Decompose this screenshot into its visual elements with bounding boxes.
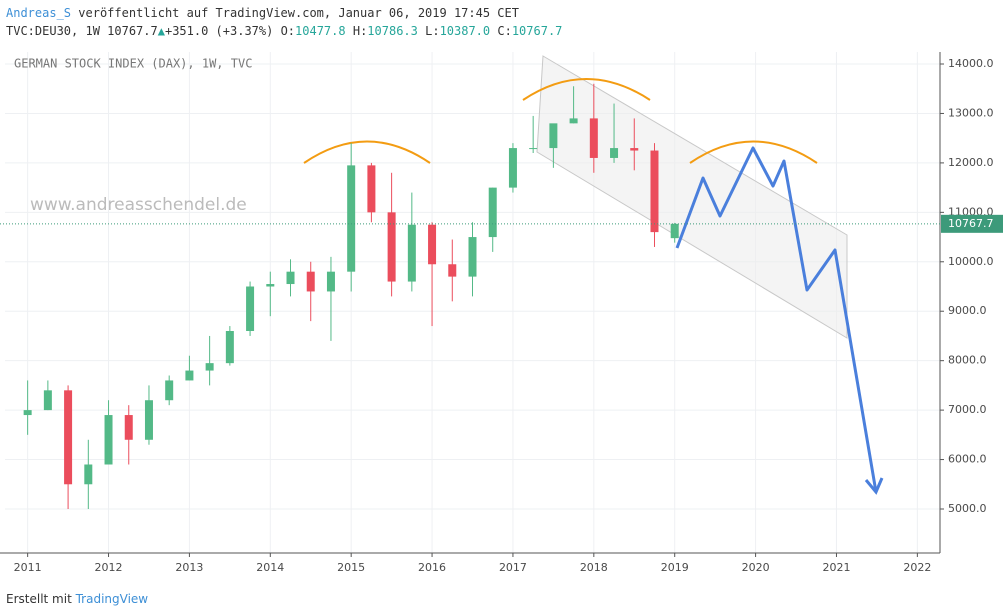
ohlc-label: O: [280,24,296,38]
ohlc-label: C: [497,24,512,38]
published: veröffentlicht auf TradingView.com, Janu… [78,6,519,20]
x-tick-label: 2020 [742,561,770,574]
arc [303,140,431,164]
y-tick-label: 5000.0 [948,502,987,515]
candle-body [508,148,517,188]
plot: 5000.06000.07000.08000.09000.010000.0110… [0,52,1003,574]
y-tick-label: 9000.0 [948,304,987,317]
x-tick-label: 2015 [337,561,365,574]
y-tick-label: 14000.0 [948,57,994,70]
footer-text: Erstellt mit [6,592,72,606]
ohlc-value: 10767.7 [511,24,563,38]
candle-body [205,363,214,371]
ohlc-label: L: [425,24,440,38]
candle-body [610,148,619,158]
x-tick-label: 2018 [580,561,608,574]
x-tick-label: 2012 [95,561,123,574]
last-price-label: 10767.7 [948,217,994,230]
candle-body [225,331,234,364]
x-tick-label: 2016 [418,561,446,574]
symbol: TVC:DEU30, 1W [6,24,100,38]
ohlc-value: 10786.3 [367,24,418,38]
brand[interactable]: TradingView [75,592,149,606]
candle-body [488,187,497,238]
candle-body [306,271,315,292]
candle-body [529,148,538,150]
author[interactable]: Andreas_S [6,6,72,20]
candle-body [367,165,376,213]
x-tick-label: 2022 [903,561,931,574]
x-tick-label: 2011 [14,561,42,574]
candle-body [144,400,153,440]
header: Andreas_S veröffentlicht auf TradingView… [6,6,519,20]
ohlc-label: H: [352,24,368,38]
candle-body [286,271,295,285]
candle-body [124,415,133,440]
candle-body [246,286,255,332]
y-tick-label: 13000.0 [948,106,994,119]
candle-body [407,224,416,282]
change: +351.0 (+3.37%) [164,24,274,38]
x-tick-label: 2021 [822,561,850,574]
candle-body [448,264,457,277]
watermark: www.andreasschendel.de [30,195,247,215]
candle-body [387,212,396,282]
x-tick-label: 2019 [661,561,689,574]
candle-body [266,284,275,287]
projection-arrow [864,477,884,495]
ohlc-value: 10477.8 [295,24,346,38]
last-price-box [941,214,1003,233]
candle-body [43,390,52,411]
candle-body [428,224,437,265]
candle-body [347,165,356,272]
y-tick-label: 7000.0 [948,403,987,416]
chart-title: GERMAN STOCK INDEX (DAX), 1W, TVC [14,57,252,71]
candle-body [165,380,174,401]
y-tick-label: 12000.0 [948,156,994,169]
candle-body [670,223,679,239]
projection [675,146,878,493]
candle-body [84,464,93,485]
y-tick-label: 6000.0 [948,453,987,466]
candle-body [589,118,598,158]
last: 10767.7 [107,24,158,38]
footer: Erstellt mit TradingView [6,592,148,606]
candle-body [630,148,639,151]
candle-body [549,123,558,149]
legend: TVC:DEU30, 1W 10767.7▲+351.0 (+3.37%) O:… [6,24,563,38]
y-tick-label: 8000.0 [948,354,987,367]
candle-body [104,415,113,465]
x-tick-label: 2017 [499,561,527,574]
ohlc-value: 10387.0 [439,24,491,38]
candle-body [23,410,32,416]
x-tick-label: 2013 [175,561,203,574]
candle-body [64,390,73,485]
candle-body [569,118,578,124]
arc [522,78,651,101]
candle-body [185,370,194,381]
arc [689,140,818,164]
candle-body [326,271,335,292]
candle-body [650,150,659,233]
x-tick-label: 2014 [256,561,284,574]
y-tick-label: 10000.0 [948,255,994,268]
candle-body [468,237,477,277]
